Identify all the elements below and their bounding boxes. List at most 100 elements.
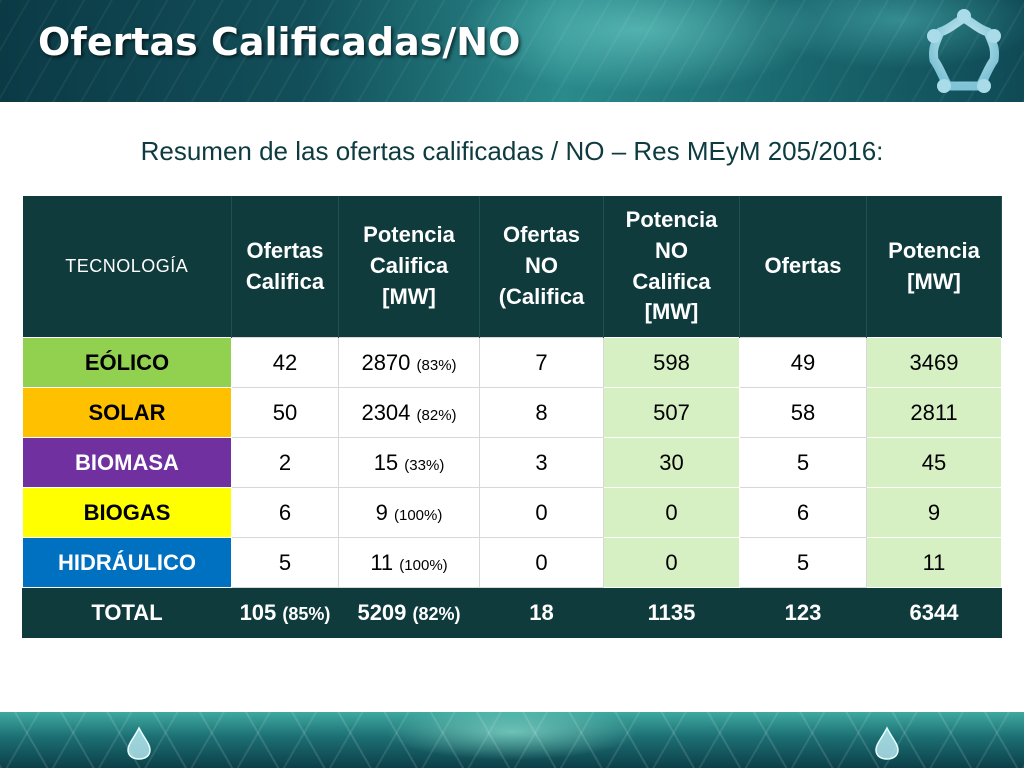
table-cell-potencia-califica: 11 (100%) [338, 537, 480, 588]
table-cell-potencia: 2811 [866, 387, 1002, 438]
column-header-line: Califica [245, 268, 325, 294]
cell-value: 5209 [357, 599, 407, 625]
cell-value: 507 [653, 399, 690, 425]
cell-value: 3 [535, 449, 548, 475]
cell-value: 30 [659, 449, 684, 475]
table-row: SOLAR 50 2304 (82%) 8 507 58 2811 [22, 387, 1002, 438]
cell-percentage: (85%) [282, 603, 331, 624]
table-cell-potencia-no: 598 [603, 337, 740, 388]
cell-value: 11 [922, 549, 946, 575]
cell-value: 8 [535, 399, 548, 425]
table-cell-ofertas-califica: 2 [231, 437, 339, 488]
footer-banner [0, 712, 1024, 768]
cell-value: 9 [375, 499, 388, 525]
table-cell-potencia-califica: 5209 (82%) [338, 587, 480, 638]
table-cell-potencia-no: 0 [603, 487, 740, 538]
table-cell-potencia-califica: 2870 (83%) [338, 337, 480, 388]
column-header: Ofertas Califica [231, 196, 339, 338]
total-row: TOTAL 105 (85%) 5209 (82%) 18 1135 123 6344 [22, 587, 1002, 638]
table-cell-potencia-no: 0 [603, 537, 740, 588]
cell-value: 5 [796, 549, 810, 575]
cell-value: 5 [278, 549, 292, 575]
column-header-line: Ofertas [502, 222, 581, 248]
cell-value: 6 [796, 499, 810, 525]
table-row: HIDRÁULICO 5 11 (100%) 0 0 5 11 [22, 537, 1002, 588]
table-cell-ofertas-califica: 50 [231, 387, 339, 438]
cell-percentage: (33%) [404, 456, 445, 474]
column-header-line: TECNOLOGÍA [65, 255, 189, 276]
cell-percentage: (100%) [394, 506, 443, 524]
slide-subtitle: Resumen de las ofertas calificadas / NO … [140, 136, 884, 166]
table-cell-ofertas-no: 0 [479, 487, 604, 538]
cell-value: 2870 [361, 349, 411, 375]
cell-value: 3469 [909, 349, 959, 375]
cell-value: 7 [535, 349, 548, 375]
column-header-line: Ofertas [246, 237, 324, 263]
table-row: BIOMASA 2 15 (33%) 3 30 5 45 [22, 437, 1002, 488]
cell-value: 1135 [647, 599, 696, 625]
technology-label: SOLAR [22, 387, 232, 438]
column-header-line: Califica [369, 253, 449, 279]
table-cell-potencia-no: 30 [603, 437, 740, 488]
table-cell-ofertas-no: 8 [479, 387, 604, 438]
table-cell-potencia: 45 [866, 437, 1002, 488]
table-cell-potencia: 11 [866, 537, 1002, 588]
cell-value: 9 [927, 499, 941, 525]
cell-percentage: (100%) [399, 556, 448, 574]
table-cell-ofertas-no: 18 [479, 587, 604, 638]
technology-label: EÓLICO [22, 337, 232, 388]
column-header-line: [MW] [382, 283, 436, 309]
table-cell-ofertas: 123 [739, 587, 867, 638]
technology-label: BIOGAS [22, 487, 232, 538]
table-cell-ofertas: 5 [739, 437, 867, 488]
offers-summary-table: TECNOLOGÍA Ofertas Califica Potencia Calific… [22, 196, 1002, 638]
cell-value: 58 [790, 399, 816, 425]
cell-value: 0 [665, 549, 678, 575]
table-cell-ofertas-califica: 5 [231, 537, 339, 588]
table-cell-potencia-no: 507 [603, 387, 740, 438]
table-cell-ofertas-califica: 42 [231, 337, 339, 388]
header-banner: Ofertas Calificadas/NO [0, 0, 1024, 102]
table-cell-ofertas-califica: 6 [231, 487, 339, 538]
table-cell-ofertas: 5 [739, 537, 867, 588]
column-header-line: NO [525, 253, 558, 279]
table-cell-ofertas: 49 [739, 337, 867, 388]
cell-value: 45 [921, 449, 947, 475]
column-header-line: Potencia [363, 222, 455, 248]
column-header: Potencia [MW] [866, 196, 1002, 338]
cell-value: 2304 [361, 399, 411, 425]
slide-title: Ofertas Calificadas/NO [38, 20, 521, 64]
technology-label: HIDRÁULICO [22, 537, 232, 588]
cell-value: 6344 [909, 599, 959, 625]
water-drop-icon [875, 726, 899, 760]
cell-value: 50 [272, 399, 298, 425]
column-header: Ofertas NO (Califica [479, 196, 604, 338]
cell-value: 123 [784, 599, 822, 625]
table-cell-ofertas-califica: 105 (85%) [231, 587, 339, 638]
table-cell-potencia-no: 1135 [603, 587, 740, 638]
cell-value: 2 [278, 449, 292, 475]
cell-value: 15 [373, 449, 399, 475]
column-header-line: Potencia [625, 206, 718, 232]
cell-value: 598 [653, 349, 690, 375]
table-row: BIOGAS 6 9 (100%) 0 0 6 9 [22, 487, 1002, 538]
table-row: EÓLICO 42 2870 (83%) 7 598 49 3469 [22, 337, 1002, 388]
table-cell-potencia: 6344 [866, 587, 1002, 638]
table-cell-ofertas-no: 7 [479, 337, 604, 388]
total-label: TOTAL [22, 587, 232, 638]
table-body: EÓLICO 42 2870 (83%) 7 598 49 3469 SOLAR 50 230… [22, 337, 1002, 638]
table-cell-potencia-califica: 9 (100%) [338, 487, 480, 538]
technology-label: BIOMASA [22, 437, 232, 488]
column-header: Potencia Califica [MW] [338, 196, 480, 338]
column-header: TECNOLOGÍA [22, 196, 232, 338]
cell-value: 2811 [910, 399, 958, 425]
cell-percentage: (83%) [416, 356, 457, 374]
table-cell-ofertas: 58 [739, 387, 867, 438]
cell-value: 11 [370, 549, 394, 575]
cell-value: 0 [535, 499, 548, 525]
table-cell-potencia: 3469 [866, 337, 1002, 388]
column-header-line: (Califica [498, 283, 585, 309]
table-cell-potencia-califica: 15 (33%) [338, 437, 480, 488]
water-drop-icon [127, 726, 151, 760]
cell-percentage: (82%) [412, 603, 461, 624]
